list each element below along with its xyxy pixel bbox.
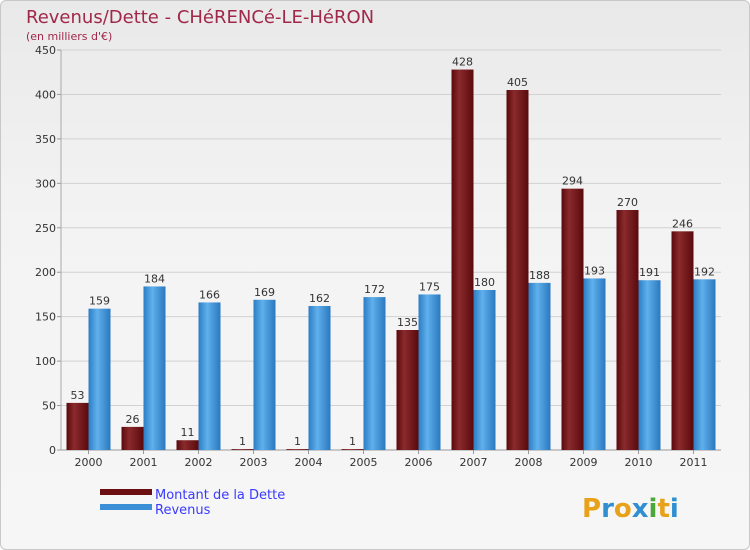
y-tick-label-0: 0 [49,444,56,457]
bar-revenus-2001 [143,286,166,450]
chart-title: Revenus/Dette - CHéRENCé-LE-HéRON [26,7,374,28]
label-revenus-2001: 184 [144,272,165,285]
x-axis: 2000 2001 2002 2003 2004 2005 2006 2007 2008 2009… [75,450,708,469]
bar-debt-2010 [616,210,639,450]
y-tick-label-400: 400 [35,88,56,101]
x-tick-label-2008: 2008 [515,456,543,469]
label-debt-2010: 270 [617,196,638,209]
label-revenus-2006: 175 [419,280,440,293]
bars [66,69,716,451]
label-revenus-2000: 159 [89,295,110,308]
bar-debt-2007 [451,69,474,451]
proxiti-logo-text: Proxiti [582,494,679,524]
label-revenus-2011: 192 [694,265,715,278]
bar-revenus-2000 [88,308,111,450]
y-axis: 0 50 100 150 200 250 300 350 400 450 [35,44,62,457]
label-debt-2002: 11 [181,426,195,439]
bar-debt-2000 [66,402,89,450]
label-debt-2009: 294 [562,175,583,188]
label-debt-2011: 246 [672,217,693,230]
label-revenus-2009: 193 [584,264,605,277]
y-tick-label-200: 200 [35,266,56,279]
bar-revenus-2002 [198,302,221,450]
bar-revenus-2011 [693,279,716,450]
chart-subtitle: (en milliers d'€) [26,30,112,43]
bar-revenus-2007 [473,290,496,450]
label-debt-2005: 1 [349,435,356,448]
x-tick-label-2006: 2006 [405,456,433,469]
x-tick-label-2007: 2007 [460,456,488,469]
bar-debt-2002 [176,440,199,450]
x-tick-label-2004: 2004 [295,456,323,469]
bar-debt-2006 [396,330,419,450]
bar-debt-2008 [506,90,529,450]
bar-debt-2004 [286,449,309,450]
bar-debt-2005 [341,449,364,450]
bar-revenus-2006 [418,294,441,450]
bar-debt-2003 [231,449,254,450]
bar-revenus-2004 [308,306,331,450]
value-labels: 53 159 26 184 11 166 1 169 1 162 1 172 135 175 428 180 4… [71,56,716,449]
label-debt-2008: 405 [507,76,528,89]
y-tick-label-350: 350 [35,133,56,146]
legend-label-revenus: Revenus [155,503,211,518]
x-tick-label-2011: 2011 [680,456,708,469]
label-revenus-2003: 169 [254,286,275,299]
label-revenus-2010: 191 [639,266,660,279]
label-debt-2007: 428 [452,56,473,69]
x-tick-label-2009: 2009 [570,456,598,469]
y-tick-label-50: 50 [42,400,56,413]
x-tick-label-2010: 2010 [625,456,653,469]
bar-revenus-2003 [253,299,276,450]
label-debt-2004: 1 [294,435,301,448]
bar-revenus-2009 [583,278,606,450]
y-tick-label-250: 250 [35,222,56,235]
proxiti-logo: Proxiti [582,494,679,524]
y-tick-label-300: 300 [35,177,56,190]
label-debt-2006: 135 [397,316,418,329]
bar-revenus-2005 [363,297,386,450]
label-revenus-2002: 166 [199,288,220,301]
legend-swatch-revenus [100,504,152,510]
x-tick-label-2005: 2005 [350,456,378,469]
x-tick-label-2003: 2003 [240,456,268,469]
x-tick-label-2002: 2002 [185,456,213,469]
bar-debt-2001 [121,426,144,450]
x-tick-label-2000: 2000 [75,456,103,469]
y-tick-label-450: 450 [35,44,56,57]
label-revenus-2007: 180 [474,276,495,289]
label-debt-2000: 53 [71,389,85,402]
y-tick-label-100: 100 [35,355,56,368]
bar-revenus-2010 [638,280,661,450]
bar-revenus-2008 [528,282,551,450]
legend: Montant de la Dette Revenus [100,488,285,518]
label-revenus-2008: 188 [529,269,550,282]
legend-swatch-debt [100,489,152,495]
gridlines [61,49,721,451]
label-debt-2001: 26 [126,413,140,426]
label-debt-2003: 1 [239,435,246,448]
bar-debt-2011 [671,231,694,450]
legend-label-debt: Montant de la Dette [155,488,285,503]
bar-debt-2009 [561,188,584,450]
label-revenus-2004: 162 [309,292,330,305]
label-revenus-2005: 172 [364,283,385,296]
x-tick-label-2001: 2001 [130,456,158,469]
y-tick-label-150: 150 [35,311,56,324]
